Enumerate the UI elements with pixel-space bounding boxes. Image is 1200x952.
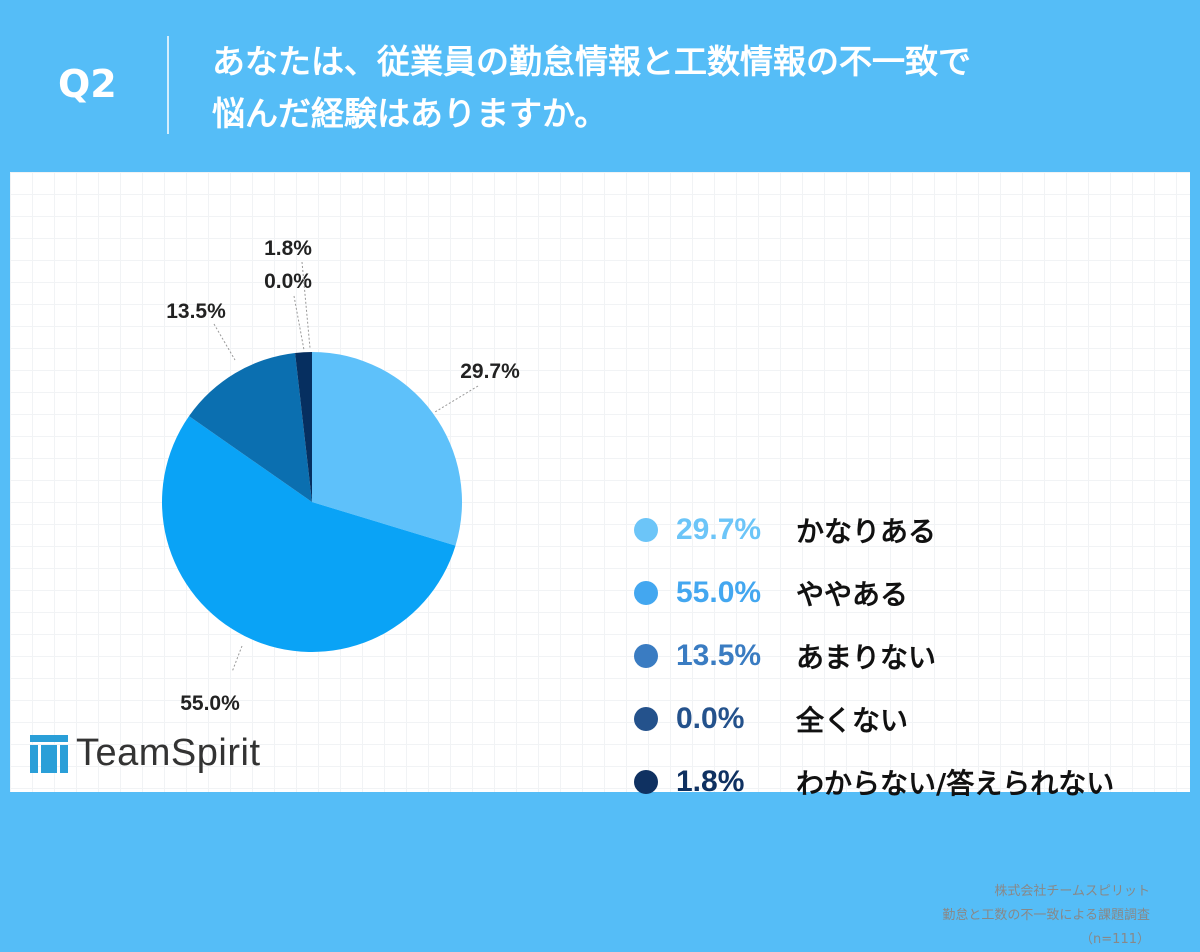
- legend-item-4: 0.0% 全くない: [634, 687, 1114, 750]
- legend-dot: [634, 517, 658, 542]
- legend-dot: [634, 580, 658, 605]
- data-label-1: 29.7%: [460, 360, 520, 383]
- legend-percent: 1.8%: [676, 764, 745, 798]
- pie-slice-3: [189, 352, 312, 502]
- legend-label: ややある: [796, 577, 909, 611]
- pie-slice-5: [295, 352, 312, 502]
- source-sample-size: （n=111）: [1080, 932, 1150, 947]
- legend-dot: [634, 769, 658, 794]
- source-note: 株式会社チームスピリット 勤怠と工数の不一致による課題調査 （n=111）: [942, 880, 1150, 952]
- legend-item-1: 29.7% かなりある: [634, 498, 1114, 561]
- legend-dot: [634, 643, 658, 668]
- legend-label: わからない/答えられない: [796, 766, 1115, 800]
- legend-percent: 0.0%: [676, 701, 745, 735]
- pie-slice-1: [312, 352, 462, 546]
- legend: 29.7% かなりある 55.0% ややある 13.5% あまりない 0.0% 全くない 1.8…: [634, 498, 1114, 813]
- legend-label: 全くない: [796, 703, 909, 737]
- logo-text: TeamSpirit: [76, 732, 261, 774]
- teamspirit-logo-icon: [30, 734, 68, 773]
- legend-percent: 55.0%: [676, 575, 762, 609]
- legend-percent: 29.7%: [676, 512, 762, 546]
- question-number: Q2: [58, 62, 117, 106]
- leader-line-1: [434, 385, 479, 413]
- question-title-line2: 悩んだ経験はありますか。: [212, 94, 608, 133]
- leader-line-2: [231, 645, 243, 673]
- data-label-2: 55.0%: [180, 692, 240, 715]
- header: Q2 あなたは、従業員の勤怠情報と工数情報の不一致で 悩んだ経験はありますか。: [0, 0, 1200, 170]
- pie-chart: 29.7% 55.0% 13.5% 0.0% 1.8%: [161, 237, 520, 715]
- legend-dot: [634, 706, 658, 731]
- legend-item-3: 13.5% あまりない: [634, 624, 1114, 687]
- question-title-line1: あなたは、従業員の勤怠情報と工数情報の不一致で: [212, 42, 971, 81]
- legend-label: かなりある: [796, 514, 937, 548]
- legend-item-2: 55.0% ややある: [634, 561, 1114, 624]
- teamspirit-logo: TeamSpirit: [30, 732, 261, 775]
- data-label-5: 1.8%: [264, 237, 312, 260]
- source-company: 株式会社チームスピリット: [994, 884, 1150, 899]
- leader-line-4: [293, 295, 305, 351]
- header-divider: [167, 36, 169, 134]
- data-label-3: 13.5%: [166, 300, 226, 323]
- legend-label: あまりない: [796, 640, 937, 674]
- leader-line-3: [213, 323, 236, 361]
- data-label-4: 0.0%: [264, 270, 312, 293]
- question-title: あなたは、従業員の勤怠情報と工数情報の不一致で 悩んだ経験はありますか。: [212, 36, 971, 140]
- legend-percent: 13.5%: [676, 638, 762, 672]
- pie-slice-2: [161, 416, 456, 653]
- legend-item-5: 1.8% わからない/答えられない: [634, 750, 1114, 813]
- source-survey: 勤怠と工数の不一致による課題調査: [942, 908, 1150, 923]
- chart-card: 29.7% 55.0% 13.5% 0.0% 1.8% 29.7% かなりある 55.0% や…: [10, 172, 1190, 947]
